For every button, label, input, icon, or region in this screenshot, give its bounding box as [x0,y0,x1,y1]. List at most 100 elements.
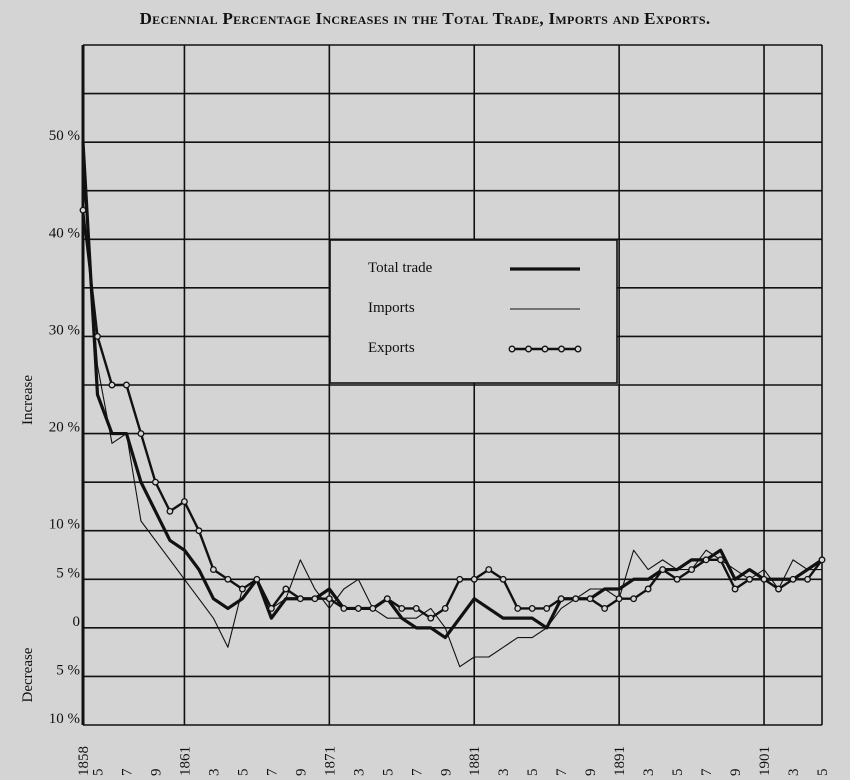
series-marker [137,430,145,438]
series-marker [514,604,522,612]
series-marker [195,527,203,535]
x-tick-label: 5 [525,769,541,777]
x-tick-label: 5 [235,769,251,777]
x-tick-label: 9 [293,769,309,777]
legend-label: Exports [368,340,415,356]
legend-marker [541,345,549,353]
y-tick-label: 5 % [56,565,80,581]
series-marker [543,604,551,612]
x-tick-label: 9 [583,769,599,777]
series-marker [123,381,130,389]
series-marker [630,595,638,603]
series-marker [673,575,681,583]
series-line [81,142,823,640]
series-marker [441,604,449,612]
x-tick-label: 1861 [177,746,193,776]
series-marker [398,604,406,612]
series-marker [731,585,739,593]
x-tick-label: 1871 [322,746,338,776]
x-tick-label: 5 [670,769,686,777]
series-marker [224,575,232,583]
series-marker [586,595,594,603]
x-tick-label: 3 [496,769,512,777]
x-tick-label: 3 [641,769,657,777]
series-marker [659,566,667,574]
series-marker [354,604,362,612]
x-tick-label: 7 [554,768,570,776]
y-tick-label: 40 % [49,225,80,241]
legend-box [329,239,618,384]
series-marker [267,604,275,612]
series-marker [383,595,391,603]
series-marker [688,566,696,574]
series-marker [108,381,116,389]
series-marker [296,595,304,603]
series-marker [79,206,87,214]
series-marker [340,604,348,612]
series-marker [760,575,768,583]
series-marker [601,604,609,612]
series-marker [804,575,811,583]
legend-label: Total trade [368,260,433,276]
series-marker [311,595,319,603]
series-marker [557,595,565,603]
series-marker [94,332,101,340]
series-line [81,210,823,620]
legend-marker [508,345,516,353]
y-tick-label: 50 % [49,128,80,144]
x-tick-label: 1858 [76,746,92,776]
x-tick-label: 5 [90,769,106,777]
legend-marker [558,345,565,353]
x-tick-label: 3 [206,769,222,777]
x-tick-label: 9 [148,769,164,777]
series-marker [775,585,782,593]
x-tick-label: 1891 [612,746,628,776]
series-marker [644,585,652,593]
y-tick-label: 5 % [56,662,80,678]
series-marker [528,604,536,612]
x-tick-label: 5 [815,769,831,777]
series-marker [746,575,753,583]
legend-marker [525,345,532,353]
legend-label: Imports [368,300,415,316]
series-marker [282,585,290,593]
series-marker [152,478,159,486]
series-marker [717,556,725,564]
y-tick-label: 20 % [49,420,80,436]
y-tick-label: 30 % [49,322,80,338]
series-marker [485,566,493,574]
series-marker [702,556,710,564]
y-tick-label: 10 % [49,711,80,727]
y-tick-label: 0 [73,614,81,630]
y-label-decrease: Decrease [20,647,36,702]
x-tick-label: 7 [699,768,715,776]
series-marker [238,585,246,593]
series-marker [615,595,623,603]
series-marker [427,614,435,622]
legend-marker [574,345,582,353]
x-tick-label: 1901 [757,746,773,776]
series-marker [180,498,188,506]
x-tick-label: 7 [409,768,425,776]
x-tick-label: 3 [351,769,367,777]
x-tick-label: 3 [786,769,802,777]
series-marker [209,566,217,574]
series-marker [499,575,507,583]
series-marker [325,595,333,603]
x-tick-label: 9 [438,769,454,777]
series-marker [369,604,377,612]
series-marker [412,604,420,612]
series-marker [470,575,478,583]
x-tick-label: 7 [119,768,135,776]
y-tick-label: 10 % [49,517,80,533]
x-tick-label: 1881 [467,746,483,776]
series-marker [166,507,174,515]
series-marker [253,575,261,583]
y-label-increase: Increase [20,375,36,425]
x-tick-label: 5 [380,769,396,777]
chart-title: Decennial Percentage Increases in the To… [140,9,711,28]
x-tick-label: 9 [728,769,744,777]
x-tick-label: 7 [264,768,280,776]
series-marker [789,575,797,583]
